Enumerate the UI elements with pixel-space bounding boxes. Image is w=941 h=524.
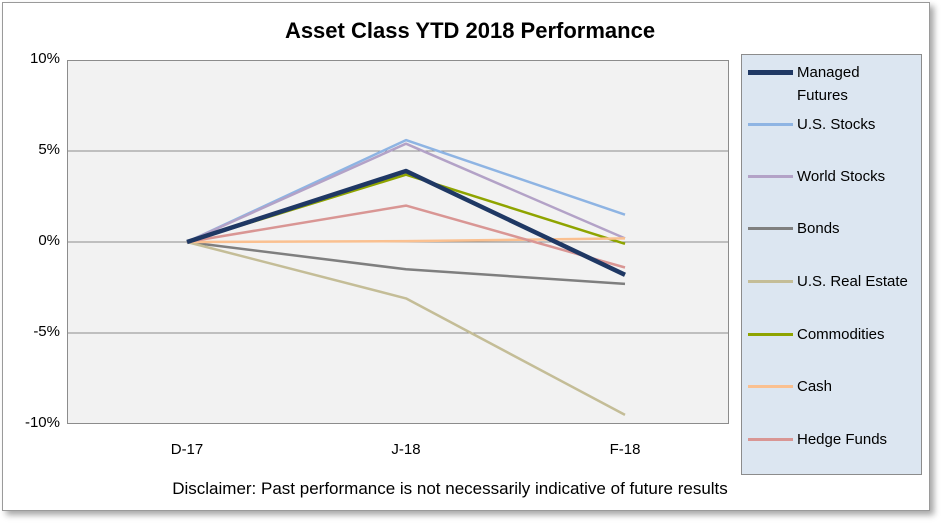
- legend-label: Managed Futures: [797, 64, 860, 104]
- legend: Managed Futures U.S. Stocks World Stocks Bo…: [741, 54, 922, 475]
- y-tick-label: 10%: [29, 50, 60, 67]
- legend-label: Hedge Funds: [797, 431, 888, 448]
- series-line-u-s-real-estate: [186, 240, 626, 417]
- x-tick-label: D-17: [170, 441, 204, 458]
- legend-label: Commodities: [797, 326, 885, 343]
- legend-label: Cash: [797, 378, 833, 395]
- legend-swatch: [748, 332, 793, 336]
- y-tick-label: 0%: [38, 232, 60, 249]
- x-tick-label: F-18: [609, 441, 641, 458]
- series-line-bonds: [186, 240, 626, 286]
- legend-swatch: [748, 122, 793, 126]
- legend-swatch: [748, 437, 793, 441]
- legend-label: U.S. Real Estate: [797, 273, 908, 290]
- legend-swatch: [748, 226, 793, 230]
- series-line-world-stocks: [186, 142, 626, 244]
- series-line-managed-futures: [186, 168, 626, 277]
- disclaimer-text: Disclaimer: Past performance is not nece…: [172, 479, 728, 498]
- series-line-u-s-stocks: [186, 138, 626, 244]
- y-tick-label: -5%: [33, 323, 60, 340]
- legend-label: U.S. Stocks: [797, 116, 876, 133]
- legend-swatch: [748, 279, 793, 283]
- legend-label: Bonds: [797, 220, 840, 237]
- series-line-hedge-funds: [186, 204, 626, 269]
- legend-swatch: [748, 174, 793, 178]
- chart-title: Asset Class YTD 2018 Performance: [284, 18, 656, 43]
- y-tick-label: -10%: [24, 414, 60, 431]
- legend-label: World Stocks: [797, 168, 886, 185]
- legend-swatch: [748, 384, 793, 388]
- legend-swatch: [748, 69, 793, 75]
- x-tick-label: J-18: [391, 441, 421, 458]
- y-tick-label: 5%: [38, 141, 60, 158]
